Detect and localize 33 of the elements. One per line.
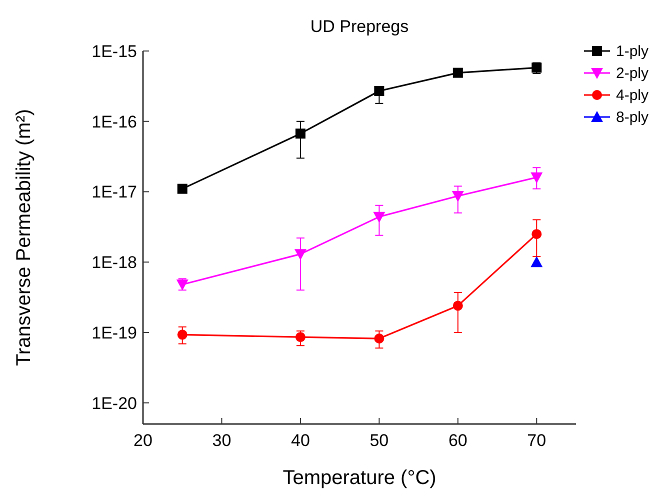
legend-label: 8-ply bbox=[616, 109, 650, 126]
point bbox=[177, 184, 188, 194]
point bbox=[452, 68, 463, 78]
x-tick-label: 20 bbox=[134, 431, 152, 450]
point bbox=[532, 229, 542, 240]
y-axis-title: Transverse Permeability (m²) bbox=[13, 108, 35, 366]
legend-label: 2-ply bbox=[616, 65, 650, 82]
x-tick-label: 60 bbox=[448, 431, 468, 450]
x-tick-label: 50 bbox=[370, 431, 389, 450]
y-tick-label: 1E-15 bbox=[92, 42, 137, 61]
legend-label: 4-ply bbox=[616, 87, 650, 104]
point bbox=[373, 212, 386, 223]
point bbox=[452, 190, 464, 202]
y-tick-label: 1E-18 bbox=[92, 253, 137, 272]
point bbox=[374, 86, 384, 96]
x-axis-title: Temperature (°C) bbox=[282, 467, 436, 489]
point bbox=[452, 300, 463, 311]
chart-title: UD Prepregs bbox=[310, 17, 409, 36]
point bbox=[530, 172, 543, 184]
point bbox=[294, 249, 306, 260]
point bbox=[295, 128, 306, 139]
point bbox=[295, 332, 306, 342]
point bbox=[177, 330, 188, 340]
y-tick-label: 1E-16 bbox=[92, 112, 137, 132]
point bbox=[374, 334, 384, 344]
point bbox=[530, 256, 543, 268]
legend-label: 1-ply bbox=[616, 43, 650, 60]
y-tick-label: 1E-20 bbox=[92, 394, 137, 413]
x-tick-label: 70 bbox=[527, 431, 546, 450]
x-tick-label: 30 bbox=[212, 431, 232, 450]
x-tick-label: 40 bbox=[290, 431, 310, 450]
y-tick-label: 1E-19 bbox=[92, 323, 137, 342]
y-tick-label: 1E-17 bbox=[92, 182, 137, 202]
